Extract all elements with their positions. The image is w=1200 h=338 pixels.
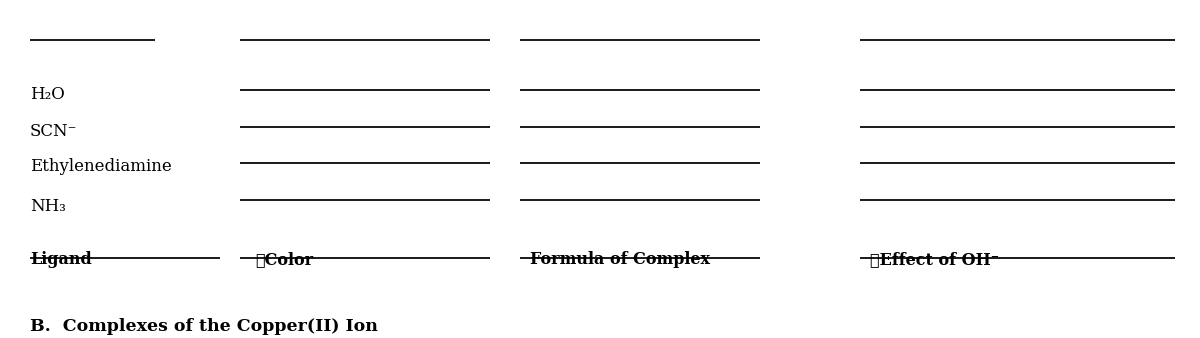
Text: ⑤Effect of OH⁻: ⑤Effect of OH⁻ xyxy=(870,251,1000,268)
Text: Formula of Complex: Formula of Complex xyxy=(530,251,710,268)
Text: B.  Complexes of the Copper(II) Ion: B. Complexes of the Copper(II) Ion xyxy=(30,318,378,335)
Text: SCN⁻: SCN⁻ xyxy=(30,123,77,140)
Text: Ethylenediamine: Ethylenediamine xyxy=(30,158,172,175)
Text: Ligand: Ligand xyxy=(30,251,91,268)
Text: ⑤Color: ⑤Color xyxy=(256,251,313,268)
Text: H₂O: H₂O xyxy=(30,86,65,103)
Text: NH₃: NH₃ xyxy=(30,198,66,215)
